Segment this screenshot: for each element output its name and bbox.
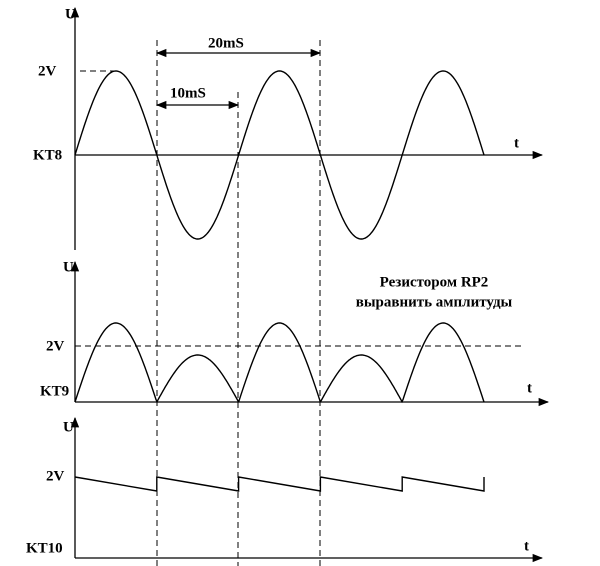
level-label: 2V	[38, 63, 57, 79]
note: выравнить амплитуды	[356, 294, 513, 310]
axis-label: U	[63, 259, 74, 275]
sine-wave	[74, 70, 485, 240]
period-label: 20mS	[208, 35, 244, 51]
level-label: 2V	[46, 468, 65, 484]
rectified-wave	[74, 322, 485, 404]
axis-label: t	[527, 380, 532, 396]
sawtooth-wave	[74, 476, 485, 492]
panel-label: KT8	[33, 147, 62, 163]
period-label: 10mS	[170, 85, 206, 101]
axis-label: U	[63, 419, 74, 435]
axis-label: U	[65, 6, 76, 22]
panel-label: KT9	[40, 383, 69, 399]
axis-label: t	[514, 135, 519, 151]
panel-label: KT10	[26, 540, 63, 556]
axis-label: t	[524, 538, 529, 554]
level-label: 2V	[46, 338, 65, 354]
note: Резистором RP2	[380, 274, 489, 290]
